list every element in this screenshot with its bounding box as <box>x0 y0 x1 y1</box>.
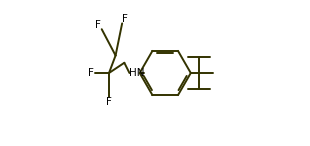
Text: F: F <box>106 97 112 107</box>
Text: F: F <box>88 68 94 78</box>
Text: F: F <box>122 14 128 24</box>
Text: F: F <box>95 20 101 30</box>
Text: HN: HN <box>129 68 144 78</box>
